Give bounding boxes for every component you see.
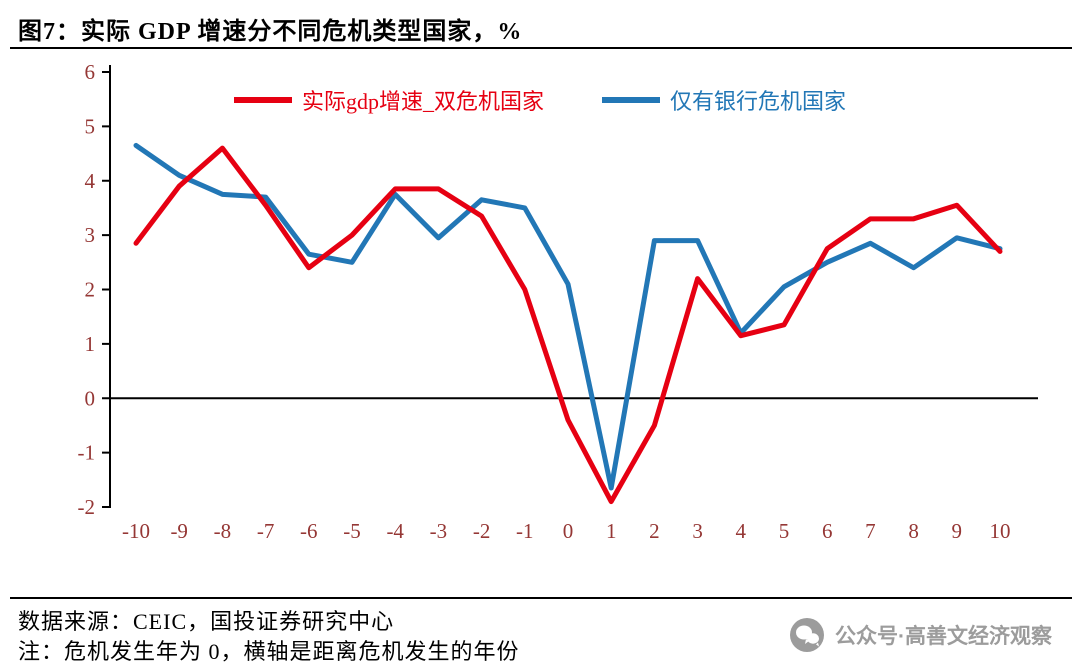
x-axis-label: 3 bbox=[692, 519, 703, 543]
series-line-dual-crisis bbox=[133, 145, 1003, 505]
y-axis-label: 0 bbox=[85, 386, 96, 410]
y-axis-label: -1 bbox=[78, 441, 96, 465]
x-axis-label: -8 bbox=[214, 519, 232, 543]
wechat-official-account-icon bbox=[790, 618, 824, 652]
x-axis-label: -1 bbox=[516, 519, 534, 543]
chart-note-text: 注：危机发生年为 0，横轴是距离危机发生的年份 bbox=[18, 639, 520, 663]
series-line-banking-crisis bbox=[133, 142, 1003, 491]
x-axis-label: 10 bbox=[990, 519, 1011, 543]
watermark: 公众号·高善文经济观察 bbox=[789, 617, 1052, 653]
x-axis-label: 1 bbox=[606, 519, 617, 543]
y-axis-label: 3 bbox=[85, 223, 96, 247]
x-axis-label: 8 bbox=[908, 519, 919, 543]
chart-title: 图7：实际 GDP 增速分不同危机类型国家，% bbox=[18, 19, 523, 45]
x-axis-label: -3 bbox=[430, 519, 448, 543]
x-axis-label: 0 bbox=[563, 519, 574, 543]
watermark-label: 公众号·高善文经济观察 bbox=[835, 625, 1052, 648]
title-divider bbox=[10, 47, 1072, 49]
x-axis-label: -10 bbox=[122, 519, 150, 543]
x-axis-label: 5 bbox=[779, 519, 790, 543]
y-axis-label: -2 bbox=[78, 495, 96, 519]
x-axis-label: 6 bbox=[822, 519, 833, 543]
x-axis-label: -9 bbox=[170, 519, 188, 543]
footer-divider bbox=[10, 597, 1072, 599]
x-axis-label: -5 bbox=[343, 519, 361, 543]
x-axis-label: 7 bbox=[865, 519, 876, 543]
y-axis-label: 4 bbox=[85, 169, 96, 193]
y-axis-label: 1 bbox=[85, 332, 96, 356]
data-source-text: 数据来源：CEIC，国投证券研究中心 bbox=[18, 609, 395, 634]
y-axis-label: 2 bbox=[85, 278, 96, 302]
x-axis-label: -4 bbox=[386, 519, 404, 543]
x-axis-label: -6 bbox=[300, 519, 318, 543]
chart-area: 6 5 4 3 2 1 0 -1 -2 -10 -9 -8 -7 -6 -5 -4 -3 -2 -1 0 1 2 3 4 5 6 7… bbox=[0, 50, 1080, 595]
x-axis-label: -2 bbox=[473, 519, 491, 543]
y-axis-label: 5 bbox=[85, 114, 96, 138]
x-axis-label: 9 bbox=[952, 519, 963, 543]
y-axis-label: 6 bbox=[85, 60, 96, 84]
x-axis-label: 4 bbox=[736, 519, 747, 543]
x-axis-label: 2 bbox=[649, 519, 660, 543]
x-axis-label: -7 bbox=[257, 519, 275, 543]
